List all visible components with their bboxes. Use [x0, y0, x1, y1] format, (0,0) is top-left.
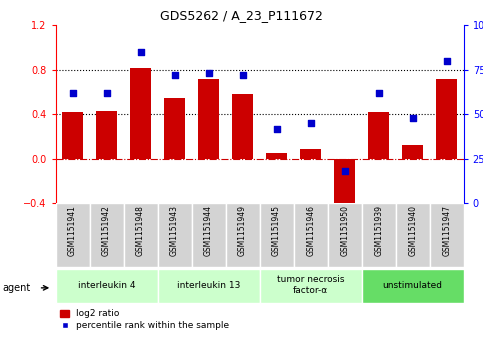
Bar: [56, 269, 157, 303]
Text: GSM1151939: GSM1151939: [374, 205, 383, 256]
Bar: [89, 203, 124, 267]
Bar: [157, 269, 260, 303]
Bar: [362, 203, 396, 267]
Bar: [192, 203, 226, 267]
Bar: [260, 203, 294, 267]
Bar: [164, 98, 185, 159]
Text: GSM1151947: GSM1151947: [442, 205, 451, 256]
Bar: [327, 203, 362, 267]
Point: [205, 70, 213, 76]
Bar: [124, 203, 157, 267]
Point: [103, 90, 111, 96]
Bar: [226, 203, 260, 267]
Point: [170, 72, 178, 78]
Point: [69, 90, 76, 96]
Bar: [232, 94, 253, 159]
Legend: log2 ratio, percentile rank within the sample: log2 ratio, percentile rank within the s…: [60, 309, 229, 330]
Text: GSM1151940: GSM1151940: [408, 205, 417, 256]
Point: [443, 58, 451, 64]
Point: [273, 126, 281, 131]
Bar: [56, 203, 89, 267]
Bar: [199, 79, 219, 159]
Text: interleukin 13: interleukin 13: [177, 281, 240, 290]
Bar: [300, 149, 321, 159]
Bar: [437, 79, 457, 159]
Point: [239, 72, 246, 78]
Text: GSM1151943: GSM1151943: [170, 205, 179, 256]
Text: GSM1151944: GSM1151944: [204, 205, 213, 256]
Text: GSM1151949: GSM1151949: [238, 205, 247, 256]
Text: tumor necrosis
factor-α: tumor necrosis factor-α: [277, 276, 344, 295]
Bar: [362, 269, 464, 303]
Point: [409, 115, 416, 121]
Text: GSM1151948: GSM1151948: [136, 205, 145, 256]
Point: [375, 90, 383, 96]
Bar: [62, 112, 83, 159]
Bar: [294, 203, 327, 267]
Text: interleukin 4: interleukin 4: [78, 281, 135, 290]
Text: GSM1151950: GSM1151950: [340, 205, 349, 256]
Bar: [334, 159, 355, 212]
Text: GDS5262 / A_23_P111672: GDS5262 / A_23_P111672: [160, 9, 323, 22]
Bar: [260, 269, 362, 303]
Bar: [369, 112, 389, 159]
Bar: [430, 203, 464, 267]
Bar: [402, 146, 423, 159]
Text: GSM1151942: GSM1151942: [102, 205, 111, 256]
Bar: [396, 203, 430, 267]
Point: [137, 49, 144, 55]
Text: GSM1151945: GSM1151945: [272, 205, 281, 256]
Text: GSM1151941: GSM1151941: [68, 205, 77, 256]
Point: [307, 120, 314, 126]
Point: [341, 168, 349, 174]
Text: unstimulated: unstimulated: [383, 281, 442, 290]
Bar: [157, 203, 192, 267]
Bar: [130, 68, 151, 159]
Text: agent: agent: [2, 283, 30, 293]
Bar: [267, 153, 287, 159]
Bar: [97, 111, 117, 159]
Text: GSM1151946: GSM1151946: [306, 205, 315, 256]
